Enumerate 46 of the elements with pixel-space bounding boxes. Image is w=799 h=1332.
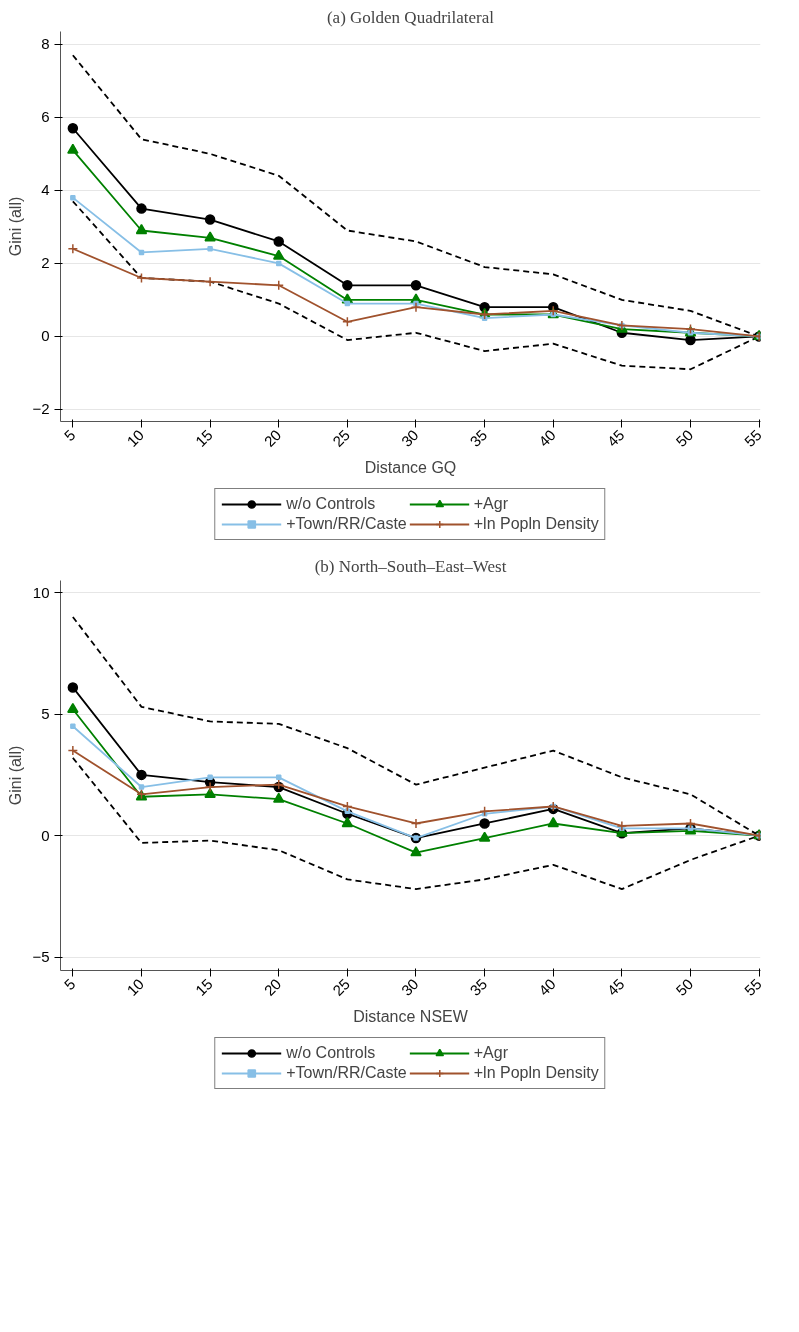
x-tick-label: 45 <box>603 426 628 450</box>
y-tick-label: −2 <box>32 400 50 418</box>
x-tick-label: 15 <box>191 975 216 999</box>
chart-title: (b) North–South–East–West <box>314 556 507 576</box>
x-tick-label: 25 <box>329 975 354 999</box>
x-tick-label: 15 <box>191 426 216 450</box>
x-tick-label: 5 <box>60 426 79 445</box>
legend-label: +Town/RR/Caste <box>286 1064 407 1082</box>
x-tick-label: 10 <box>123 426 148 450</box>
legend-label: +Agr <box>473 1044 509 1062</box>
legend-label: +Agr <box>473 495 509 513</box>
x-tick-label: 5 <box>60 975 79 994</box>
x-tick-label: 35 <box>466 426 491 450</box>
x-tick-label: 30 <box>397 975 422 999</box>
x-tick-label: 45 <box>603 975 628 999</box>
legend-label: w/o Controls <box>286 495 376 513</box>
x-tick-label: 20 <box>260 426 285 450</box>
x-tick-label: 40 <box>535 975 559 999</box>
y-tick-label: 4 <box>41 181 50 199</box>
y-tick-label: 8 <box>41 35 50 53</box>
x-tick-label: 55 <box>740 426 765 450</box>
x-tick-label: 35 <box>466 975 491 999</box>
y-tick-label: 6 <box>41 108 50 126</box>
chart-title: (a) Golden Quadrilateral <box>326 7 495 27</box>
legend-label: +Town/RR/Caste <box>286 515 407 533</box>
legend-label: +ln Popln Density <box>473 1064 599 1082</box>
y-axis-title: Gini (all) <box>7 745 25 806</box>
y-tick-label: 10 <box>32 583 50 601</box>
x-axis-title: Distance GQ <box>364 459 457 477</box>
x-tick-label: 40 <box>535 426 559 450</box>
x-tick-label: 30 <box>397 426 422 450</box>
x-axis-title: Distance NSEW <box>353 1008 469 1026</box>
y-tick-label: 2 <box>41 254 50 272</box>
y-tick-label: −5 <box>32 948 50 966</box>
x-tick-label: 25 <box>329 426 354 450</box>
x-tick-label: 50 <box>672 975 697 999</box>
x-tick-label: 50 <box>672 426 697 450</box>
y-tick-label: 0 <box>41 826 50 844</box>
y-tick-label: 0 <box>41 327 50 345</box>
y-axis-title: Gini (all) <box>7 196 25 257</box>
x-tick-label: 20 <box>260 975 285 999</box>
x-tick-label: 10 <box>123 975 148 999</box>
legend-label: w/o Controls <box>286 1044 376 1062</box>
legend-label: +ln Popln Density <box>473 515 599 533</box>
x-tick-label: 55 <box>740 975 765 999</box>
y-tick-label: 5 <box>41 705 50 723</box>
